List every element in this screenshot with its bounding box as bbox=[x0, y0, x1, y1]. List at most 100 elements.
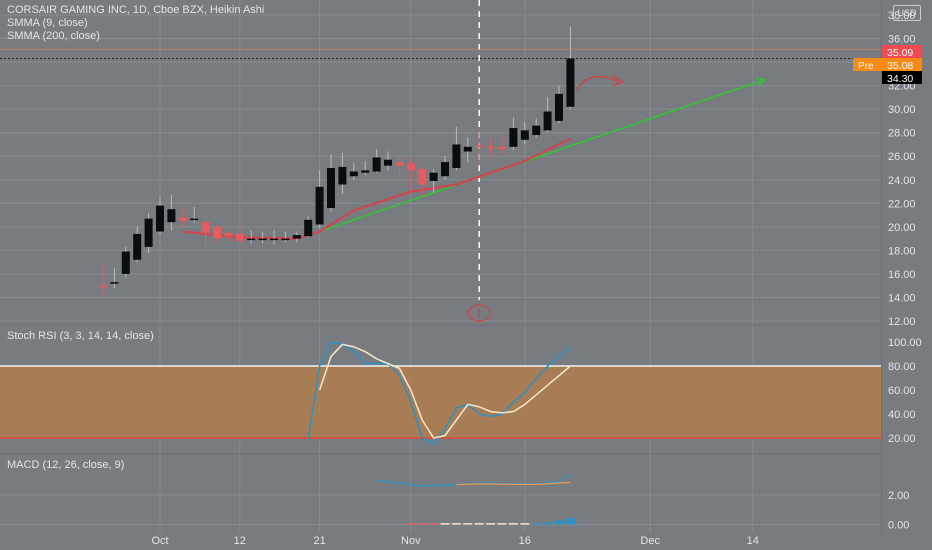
price-label-prefix: Pre bbox=[858, 61, 874, 72]
candle bbox=[156, 197, 164, 234]
price-tick-label: 36.00 bbox=[888, 34, 916, 46]
projection-arrow bbox=[575, 75, 619, 91]
time-tick-label: 12 bbox=[234, 535, 246, 547]
candle-body bbox=[509, 127, 518, 147]
price-label-value: 35.08 bbox=[887, 60, 913, 72]
trendline bbox=[319, 77, 766, 233]
grid bbox=[0, 0, 882, 532]
candle-body bbox=[498, 146, 506, 150]
stoch-band-fill bbox=[0, 366, 881, 438]
macd-histogram-bar bbox=[508, 523, 518, 525]
candles bbox=[99, 26, 575, 296]
chart-title: CORSAIR GAMING INC, 1D, Cboe BZX, Heikin… bbox=[7, 4, 265, 16]
candle bbox=[258, 231, 267, 244]
candle-body bbox=[178, 217, 187, 221]
candle bbox=[452, 126, 461, 171]
candle-body bbox=[190, 218, 199, 221]
candle-body bbox=[361, 170, 370, 173]
time-axis: Oct 12 21 Nov 16 Dec 14 bbox=[151, 535, 758, 547]
macd-histogram-bar bbox=[440, 523, 450, 525]
candle-body bbox=[224, 232, 233, 237]
candle bbox=[395, 156, 404, 178]
candle-body bbox=[167, 209, 176, 223]
macd-histogram-bar bbox=[474, 523, 484, 525]
candle-body bbox=[543, 111, 552, 131]
macd-legend[interactable]: MACD (12, 26, close, 9) bbox=[7, 459, 125, 471]
price-tick-label: 26.00 bbox=[888, 151, 916, 163]
candle-body bbox=[121, 251, 130, 274]
smma-9-legend[interactable]: SMMA (9, close) bbox=[7, 17, 88, 29]
time-tick-label: 16 bbox=[519, 535, 531, 547]
candle-body bbox=[486, 146, 495, 149]
candle bbox=[235, 224, 244, 247]
candle bbox=[532, 118, 541, 138]
price-tick-label: 14.00 bbox=[888, 292, 916, 304]
candle-body bbox=[349, 171, 358, 177]
candle-body bbox=[247, 238, 256, 241]
macd-histogram-bar bbox=[417, 523, 427, 525]
macd-tick-label: 2.00 bbox=[888, 490, 909, 502]
candle-body bbox=[475, 145, 484, 148]
currency-badge[interactable]: USD bbox=[893, 5, 921, 21]
candle bbox=[566, 26, 575, 110]
smma-9-line bbox=[182, 75, 624, 240]
stoch-tick-label: 60.00 bbox=[888, 385, 916, 397]
candle bbox=[498, 135, 506, 154]
candle-body bbox=[270, 238, 278, 241]
price-label-box bbox=[882, 71, 922, 84]
price-tick-label: 12.00 bbox=[888, 316, 916, 328]
price-label-box bbox=[882, 45, 922, 58]
candle bbox=[178, 208, 187, 227]
candle bbox=[167, 195, 176, 231]
smma-200-legend[interactable]: SMMA (200, close) bbox=[7, 30, 100, 42]
candle-body bbox=[429, 172, 438, 181]
stoch-rsi-band bbox=[0, 365, 881, 439]
candle bbox=[292, 231, 301, 243]
macd-histogram-bar bbox=[486, 523, 496, 525]
macd-histogram-bar bbox=[565, 517, 575, 525]
stoch-d-line bbox=[318, 343, 571, 439]
candle bbox=[418, 168, 427, 197]
candle bbox=[361, 160, 370, 176]
candle-body bbox=[327, 168, 335, 209]
candle bbox=[520, 122, 529, 145]
stoch-tick-label: 20.00 bbox=[888, 433, 916, 445]
candle-body bbox=[144, 218, 153, 247]
price-tick-label: 30.00 bbox=[888, 104, 916, 116]
candle bbox=[213, 224, 221, 244]
candle bbox=[247, 230, 256, 244]
macd-histogram-bar bbox=[520, 523, 530, 525]
price-tick-label: 28.00 bbox=[888, 128, 916, 140]
candle bbox=[406, 158, 415, 192]
smma-9-path bbox=[182, 137, 571, 240]
candle-body bbox=[384, 159, 392, 166]
stoch-tick-label: 80.00 bbox=[888, 361, 916, 373]
candle bbox=[133, 226, 142, 263]
candle-body bbox=[418, 169, 427, 185]
macd-histogram-bar bbox=[429, 523, 439, 525]
macd-histogram-bar bbox=[497, 523, 507, 525]
macd-histogram-bar bbox=[406, 523, 416, 525]
candle-body bbox=[372, 157, 381, 172]
candle-body bbox=[201, 222, 210, 233]
candle bbox=[110, 268, 119, 289]
candle bbox=[315, 170, 324, 229]
candle-body bbox=[133, 233, 142, 260]
price-label-box bbox=[882, 58, 922, 71]
price-label-value: 35.09 bbox=[887, 47, 913, 59]
candle-body bbox=[406, 163, 415, 171]
macd-lines bbox=[376, 473, 575, 525]
vertical-marker bbox=[467, 0, 491, 322]
candle-body bbox=[213, 226, 221, 239]
price-label: 34.30 bbox=[882, 71, 922, 85]
candle-body bbox=[532, 125, 541, 136]
trendline-arrowhead bbox=[755, 77, 766, 87]
price-label: Pre 35.08 bbox=[853, 58, 922, 72]
stoch-rsi-legend[interactable]: Stoch RSI (3, 3, 14, 14, close) bbox=[7, 330, 154, 342]
candle bbox=[429, 169, 438, 193]
price-label-prefix-box bbox=[853, 58, 889, 71]
candle bbox=[372, 149, 381, 173]
candle-body bbox=[452, 144, 461, 168]
